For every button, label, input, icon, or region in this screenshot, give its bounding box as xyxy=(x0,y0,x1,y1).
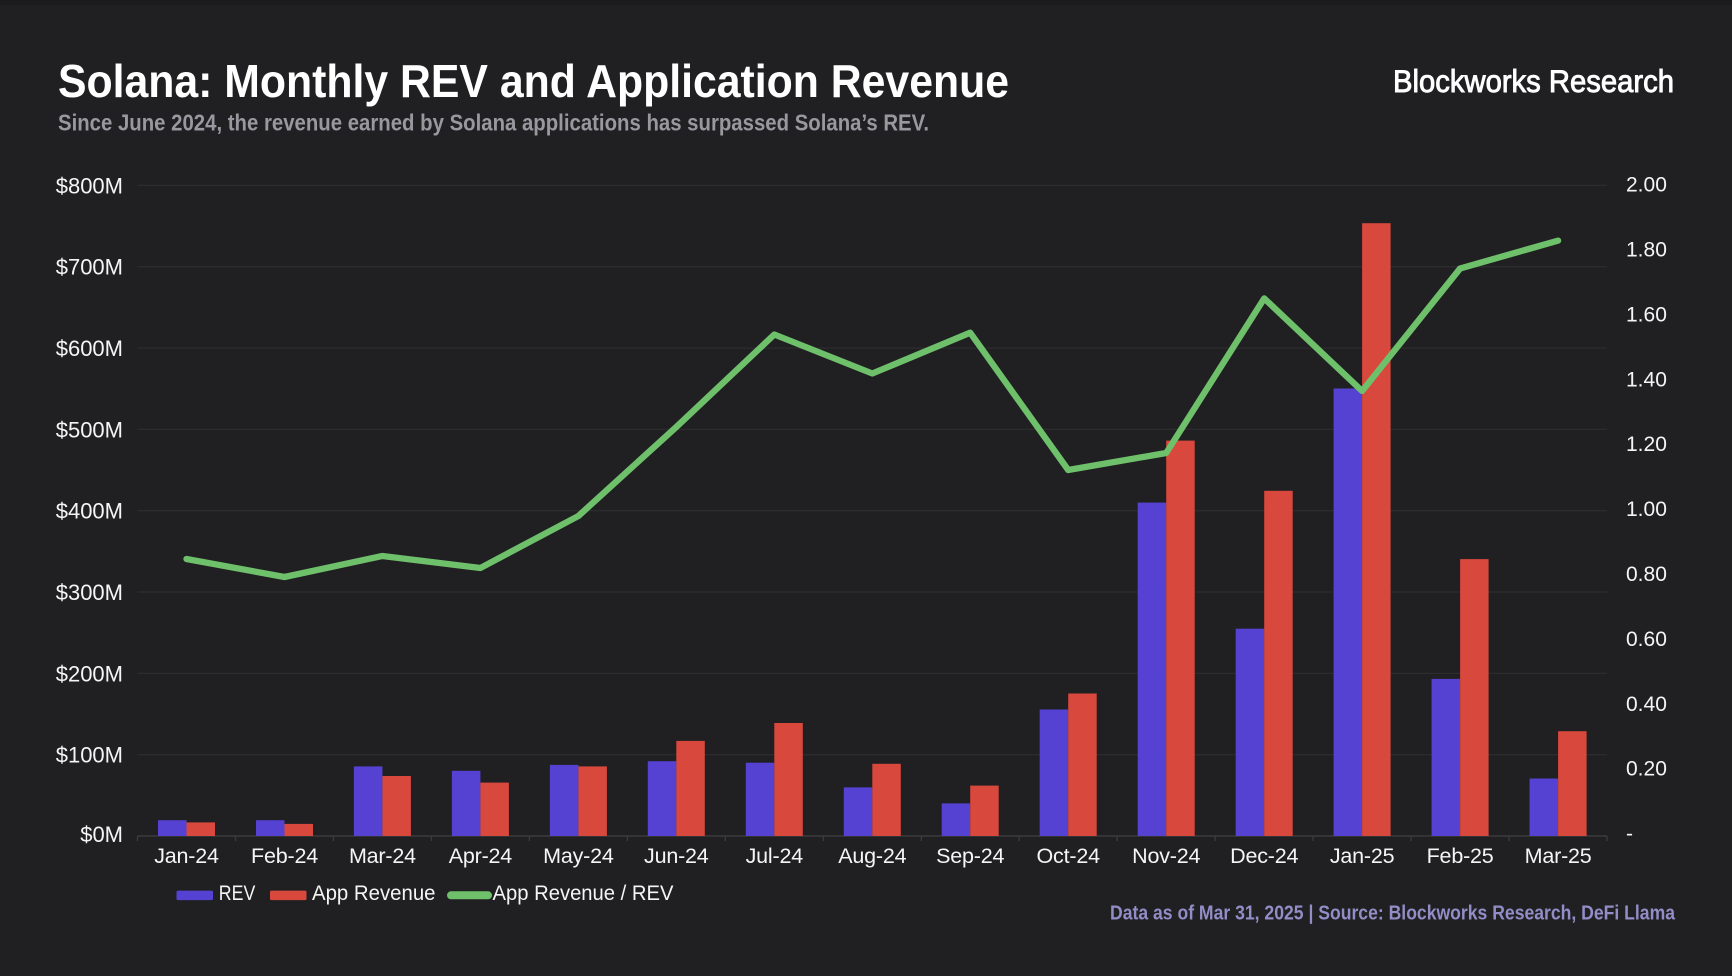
svg-text:Jan-25: Jan-25 xyxy=(1330,844,1395,868)
svg-text:REV: REV xyxy=(219,882,256,905)
svg-text:$200M: $200M xyxy=(56,661,123,686)
svg-text:$500M: $500M xyxy=(56,417,123,442)
svg-text:Since June 2024, the revenue e: Since June 2024, the revenue earned by S… xyxy=(58,110,929,136)
svg-text:Aug-24: Aug-24 xyxy=(838,844,906,868)
svg-text:$300M: $300M xyxy=(56,580,123,605)
svg-text:Blockworks Research: Blockworks Research xyxy=(1393,63,1674,99)
svg-text:1.20: 1.20 xyxy=(1626,433,1667,456)
svg-text:Mar-24: Mar-24 xyxy=(349,844,416,868)
svg-text:1.60: 1.60 xyxy=(1626,303,1667,326)
svg-text:Apr-24: Apr-24 xyxy=(449,844,513,868)
svg-text:Oct-24: Oct-24 xyxy=(1037,844,1101,868)
svg-text:Feb-25: Feb-25 xyxy=(1427,844,1494,868)
svg-text:Jan-24: Jan-24 xyxy=(154,844,219,868)
svg-text:Feb-24: Feb-24 xyxy=(251,844,318,868)
svg-text:Jun-24: Jun-24 xyxy=(644,844,709,868)
svg-text:$0M: $0M xyxy=(80,822,123,847)
svg-text:Dec-24: Dec-24 xyxy=(1230,844,1298,868)
svg-text:App Revenue: App Revenue xyxy=(312,882,436,905)
svg-text:$400M: $400M xyxy=(56,499,123,524)
svg-text:$100M: $100M xyxy=(56,743,123,768)
svg-text:Jul-24: Jul-24 xyxy=(746,844,804,868)
svg-text:0.80: 0.80 xyxy=(1626,563,1667,586)
svg-text:0.60: 0.60 xyxy=(1626,628,1667,651)
svg-text:Nov-24: Nov-24 xyxy=(1132,844,1200,868)
svg-text:Solana: Monthly REV and Applic: Solana: Monthly REV and Application Reve… xyxy=(58,55,1009,107)
svg-text:Mar-25: Mar-25 xyxy=(1525,844,1592,868)
svg-text:0.20: 0.20 xyxy=(1626,758,1667,781)
svg-text:May-24: May-24 xyxy=(543,844,614,868)
svg-text:2.00: 2.00 xyxy=(1626,174,1667,197)
svg-text:$600M: $600M xyxy=(56,336,123,361)
svg-text:$800M: $800M xyxy=(56,173,123,198)
svg-text:App Revenue / REV: App Revenue / REV xyxy=(493,882,674,905)
svg-text:Sep-24: Sep-24 xyxy=(936,844,1004,868)
svg-text:0.40: 0.40 xyxy=(1626,693,1667,716)
svg-text:1.00: 1.00 xyxy=(1626,498,1667,521)
svg-text:1.40: 1.40 xyxy=(1626,368,1667,391)
svg-text:1.80: 1.80 xyxy=(1626,239,1667,262)
svg-text:Data as of Mar 31, 2025 | Sour: Data as of Mar 31, 2025 | Source: Blockw… xyxy=(1110,902,1676,925)
svg-text:-: - xyxy=(1626,823,1633,846)
svg-text:$700M: $700M xyxy=(56,255,123,280)
